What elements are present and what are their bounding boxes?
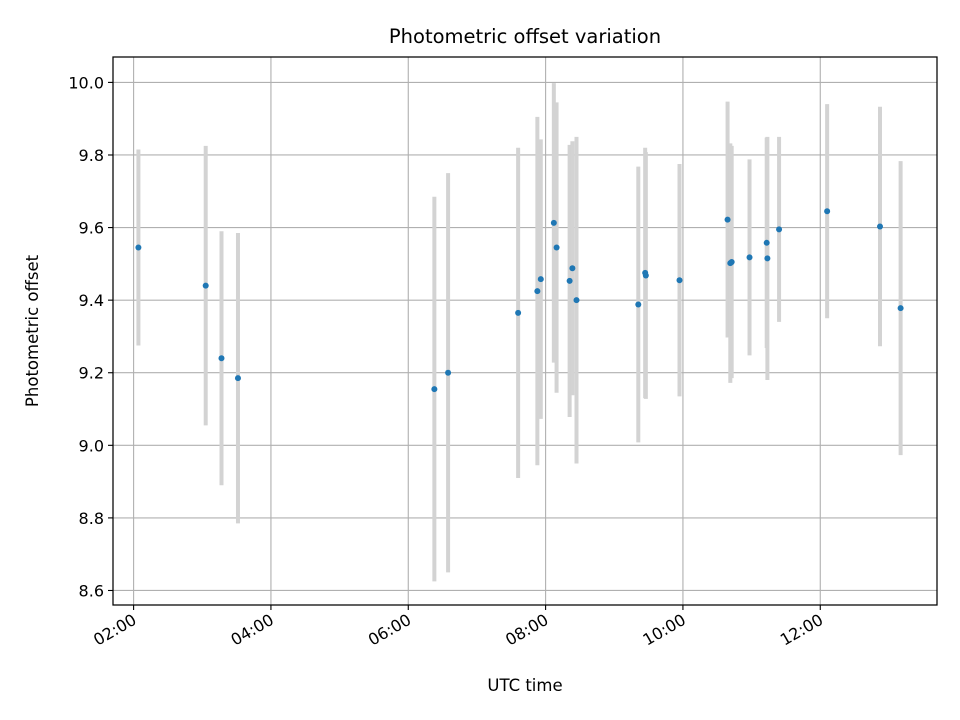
data-points <box>135 208 904 393</box>
plot-area <box>113 57 937 605</box>
data-point <box>897 305 904 312</box>
y-tick-label: 9.2 <box>79 364 104 383</box>
y-axis-label: Photometric offset <box>23 254 42 407</box>
y-tick-label: 8.8 <box>79 509 104 528</box>
data-point <box>431 386 438 393</box>
y-tick-label: 9.6 <box>79 219 104 238</box>
data-point <box>746 254 753 261</box>
chart-title: Photometric offset variation <box>389 25 661 48</box>
x-axis-label: UTC time <box>487 676 562 695</box>
y-tick-label: 9.0 <box>79 436 104 455</box>
grid <box>113 57 937 605</box>
data-point <box>534 288 541 295</box>
data-point <box>776 226 783 233</box>
data-point <box>728 259 735 266</box>
y-tick-label: 10.0 <box>68 73 104 92</box>
data-point <box>537 276 544 283</box>
data-point <box>676 277 683 284</box>
data-point <box>642 272 649 279</box>
data-point <box>764 255 771 262</box>
data-point <box>553 244 560 251</box>
data-point <box>877 223 884 230</box>
plot-frame <box>112 56 938 606</box>
data-point <box>566 277 573 284</box>
data-point <box>515 309 522 316</box>
data-point <box>445 369 452 376</box>
data-point <box>202 282 209 289</box>
data-point <box>135 244 142 251</box>
y-axis: 8.6 8.8 9.0 9.2 9.4 9.6 9.8 10.0 <box>68 73 113 600</box>
data-point <box>824 208 831 215</box>
data-point <box>724 216 731 223</box>
data-point <box>550 219 557 226</box>
y-tick-label: 9.8 <box>79 146 104 165</box>
data-point <box>635 301 642 308</box>
y-tick-label: 8.6 <box>79 581 104 600</box>
y-tick-label: 9.4 <box>79 291 104 310</box>
data-point <box>218 355 225 362</box>
data-point <box>573 297 580 304</box>
data-point <box>763 239 770 246</box>
data-point <box>569 265 576 272</box>
data-point <box>234 375 241 382</box>
